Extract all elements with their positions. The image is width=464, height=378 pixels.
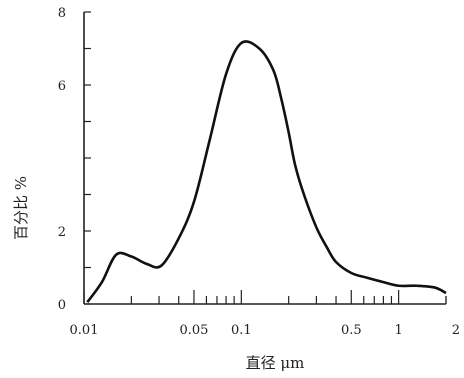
y-tick-label: 2 xyxy=(58,225,66,240)
labels-layer: 0 2 6 8 0.01 0.05 0.1 0.5 1 2 直径 μm 百分比 % xyxy=(12,6,460,372)
x-tick-label: 2 xyxy=(452,323,460,338)
x-tick-label: 1 xyxy=(395,323,403,338)
x-axis-title: 直径 μm xyxy=(246,354,305,372)
x-tick-label: 0.5 xyxy=(341,323,362,338)
series-layer xyxy=(86,40,447,303)
series-line xyxy=(86,40,447,303)
y-tick-label: 0 xyxy=(58,298,66,313)
y-tick-label: 6 xyxy=(58,79,66,94)
x-tick-label: 0.1 xyxy=(231,323,252,338)
y-axis-title: 百分比 % xyxy=(12,176,30,240)
x-tick-label: 0.01 xyxy=(70,323,99,338)
ticks-layer xyxy=(83,11,447,305)
x-tick-label: 0.05 xyxy=(179,323,208,338)
y-tick-label: 8 xyxy=(58,6,66,21)
